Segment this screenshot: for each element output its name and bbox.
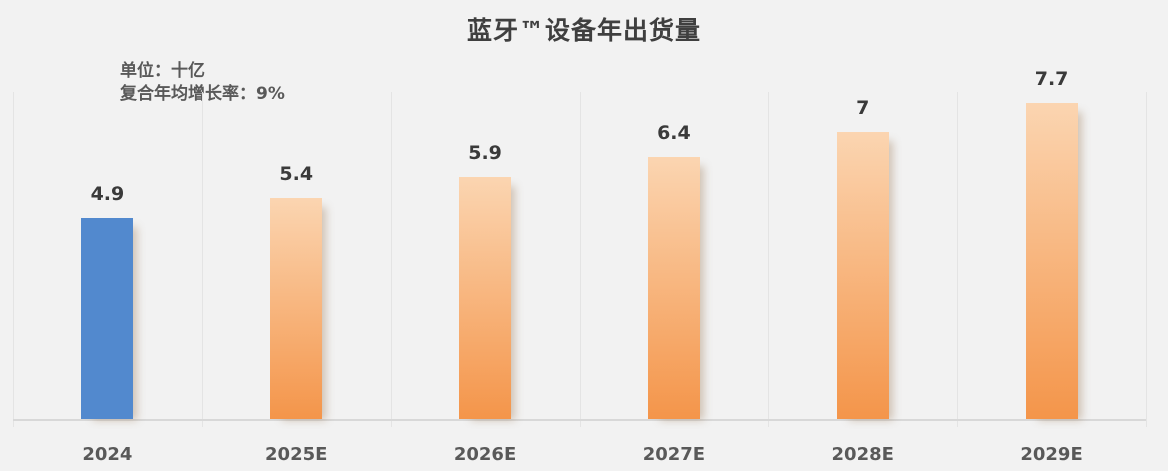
vertical-gridline xyxy=(391,92,392,427)
x-axis-line xyxy=(13,419,1146,421)
category-label-2025e: 2025E xyxy=(265,444,328,465)
bar-2025e xyxy=(270,198,323,419)
value-label-2029e: 7.7 xyxy=(1034,68,1069,90)
bar-column-2027e: 6.4 xyxy=(580,92,769,420)
vertical-gridline xyxy=(13,92,14,427)
category-label-2029e: 2029E xyxy=(1020,444,1083,465)
value-label-2026e: 5.9 xyxy=(468,142,502,164)
bar-column-2026e: 5.9 xyxy=(391,92,580,420)
bar-column-2029e: 7.7 xyxy=(957,68,1146,420)
category-label-2024: 2024 xyxy=(82,444,133,465)
bar-column-2024: 4.9 xyxy=(13,92,202,420)
bar-2024 xyxy=(81,218,134,419)
unit-label: 单位：十亿 xyxy=(120,61,205,81)
category-label-2027e: 2027E xyxy=(642,444,706,465)
value-label-2025e: 5.4 xyxy=(279,163,314,185)
category-label-2026e: 2026E xyxy=(453,444,517,465)
vertical-gridline xyxy=(1146,92,1147,427)
bar-2027e xyxy=(647,157,700,419)
vertical-gridline xyxy=(580,92,581,427)
vertical-gridline xyxy=(768,92,769,427)
bar-column-2025e: 5.4 xyxy=(202,92,391,420)
bar-2026e xyxy=(459,177,512,419)
bar-column-2028e: 7 xyxy=(768,92,957,420)
vertical-gridline xyxy=(202,92,203,427)
bar-2028e xyxy=(836,132,889,419)
value-label-2028e: 7 xyxy=(856,97,870,119)
chart-title: 蓝牙™设备年出货量 xyxy=(466,16,701,45)
value-label-2024: 4.9 xyxy=(90,183,125,205)
category-label-2028e: 2028E xyxy=(831,444,894,465)
value-label-2027e: 6.4 xyxy=(657,122,691,144)
vertical-gridline xyxy=(957,92,958,427)
plot-area: 2024 4.9 2025E 5.4 2026E 5.9 2027E 6.4 2028E 7 202… xyxy=(13,68,1147,465)
bar-2029e xyxy=(1025,103,1078,419)
